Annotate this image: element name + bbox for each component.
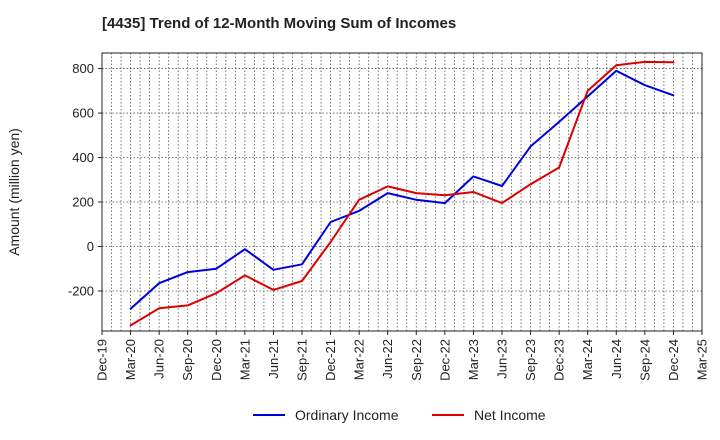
y-tick-label: 400 <box>72 150 94 165</box>
y-axis-label: Amount (million yen) <box>6 128 22 256</box>
x-tick-label: Sep-21 <box>295 339 310 381</box>
x-tick-label: Sep-23 <box>523 339 538 381</box>
legend-item-ordinary-income: Ordinary Income <box>253 407 399 423</box>
x-tick-label: Sep-20 <box>180 339 195 381</box>
x-tick-label: Mar-25 <box>695 339 710 380</box>
y-tick-label: -200 <box>68 283 94 298</box>
grid-lines <box>102 53 702 331</box>
x-tick-label: Jun-22 <box>380 339 395 379</box>
x-tick-label: Dec-21 <box>323 339 338 381</box>
x-tick-label: Mar-23 <box>466 339 481 380</box>
y-tick-label: 200 <box>72 195 94 210</box>
series-line-net-income <box>129 60 675 327</box>
x-tick-label: Sep-22 <box>409 339 424 381</box>
x-tick-label: Dec-22 <box>437 339 452 381</box>
x-tick-label: Dec-20 <box>209 339 224 381</box>
x-tick-label: Sep-24 <box>637 339 652 381</box>
legend-item-net-income: Net Income <box>432 407 546 423</box>
x-tick-label: Mar-22 <box>352 339 367 380</box>
x-tick-label: Jun-20 <box>152 339 167 379</box>
x-tick-label: Jun-21 <box>266 339 281 379</box>
series-line-ordinary-income <box>129 69 675 310</box>
x-tick-label: Jun-23 <box>495 339 510 379</box>
x-tick-label: Mar-24 <box>580 339 595 380</box>
x-axis-ticks: Dec-19 Mar-20 Jun-20 Sep-20 Dec-20 Mar-21 Jun-… <box>95 331 710 381</box>
y-tick-label: 600 <box>72 106 94 121</box>
x-tick-label: Dec-19 <box>95 339 110 381</box>
x-tick-label: Jun-24 <box>609 339 624 379</box>
chart-title: [4435] Trend of 12-Month Moving Sum of I… <box>102 15 457 32</box>
x-tick-label: Dec-24 <box>666 339 681 381</box>
legend-label: Ordinary Income <box>295 407 399 423</box>
y-tick-label: 800 <box>72 61 94 76</box>
legend: Ordinary Income Net Income <box>253 407 546 423</box>
x-tick-label: Dec-23 <box>552 339 567 381</box>
y-axis-ticks: -200 0 200 400 600 800 <box>68 61 102 298</box>
x-tick-label: Mar-21 <box>237 339 252 380</box>
y-tick-label: 0 <box>87 239 94 254</box>
x-tick-label: Mar-20 <box>123 339 138 380</box>
series-lines <box>129 60 675 327</box>
plot-frame <box>101 52 703 332</box>
legend-label: Net Income <box>474 407 546 423</box>
